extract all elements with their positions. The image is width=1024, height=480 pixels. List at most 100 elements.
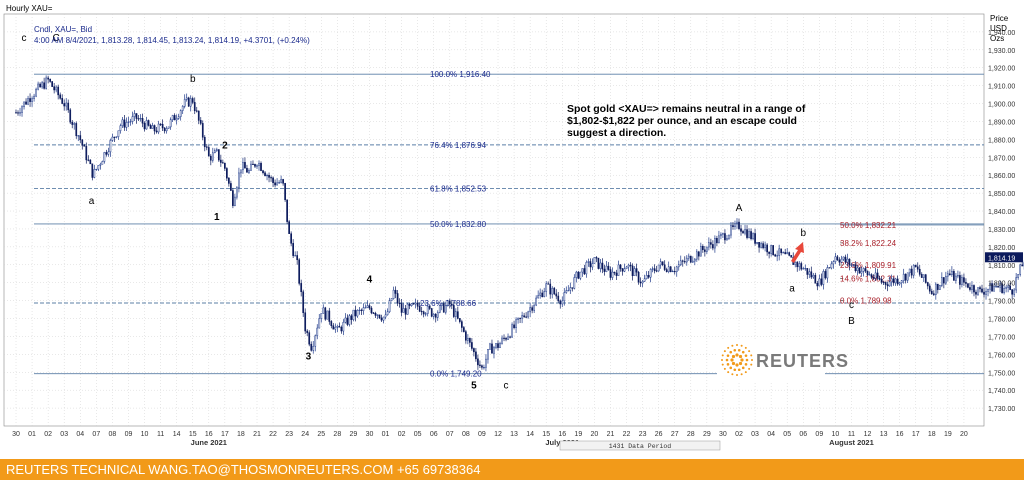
candle-body <box>410 303 413 306</box>
candle-body <box>39 83 41 88</box>
candle-body <box>782 252 785 254</box>
candle-body <box>89 159 92 165</box>
candle-body <box>525 316 527 318</box>
fib-label-small: 38.2% 1,822.24 <box>840 239 897 248</box>
candle-body <box>794 261 797 265</box>
candle-body <box>59 94 62 99</box>
candle-body <box>205 146 208 148</box>
candle-body <box>629 264 632 267</box>
candle-body <box>167 126 170 129</box>
candle-body <box>340 327 343 332</box>
candle-body <box>408 303 411 306</box>
candle-body <box>481 365 483 368</box>
annotation-line-2: $1,802-$1,822 per ounce, and an escape c… <box>567 115 797 127</box>
price-series <box>15 75 1024 372</box>
candle-body <box>643 278 646 282</box>
candle-body <box>495 343 497 348</box>
candle-body <box>898 282 901 285</box>
logo-dot <box>737 368 741 372</box>
candle-body <box>991 283 993 292</box>
candle-body <box>768 251 770 254</box>
candle-body <box>15 112 17 114</box>
candle-body <box>479 364 481 366</box>
candle-body <box>840 258 843 263</box>
candle-body <box>752 233 754 239</box>
candle-body <box>762 243 764 249</box>
logo-dot <box>744 371 747 374</box>
candle-body <box>330 321 333 327</box>
y-axis-title-line: Ozs <box>990 34 1004 43</box>
candle-body <box>776 255 779 257</box>
logo-dot <box>738 361 743 366</box>
candle-body <box>930 290 933 294</box>
logo-dot <box>741 350 745 354</box>
candle-body <box>238 172 240 188</box>
candle-body <box>551 287 554 295</box>
candle-body <box>697 251 700 257</box>
candle-body <box>434 313 437 318</box>
candle-body <box>567 290 570 292</box>
candle-body <box>734 223 736 227</box>
candle-body <box>810 271 813 278</box>
candle-body <box>177 116 180 119</box>
x-tick-label: 06 <box>430 431 438 438</box>
candle-body <box>1021 264 1024 267</box>
candle-body <box>467 337 469 341</box>
candle-body <box>191 98 194 103</box>
candle-body <box>318 318 321 329</box>
candle-body <box>728 234 730 239</box>
candle-body <box>918 268 921 275</box>
candle-body <box>250 163 252 171</box>
candle-body <box>228 177 230 184</box>
candle-body <box>611 271 614 278</box>
candle-body <box>936 283 939 290</box>
reuters-logo-text: REUTERS <box>756 351 850 371</box>
candle-body <box>1013 289 1015 295</box>
candle-body <box>45 77 47 89</box>
candle-body <box>900 280 903 284</box>
wave-label: C <box>53 33 60 44</box>
y-tick-label: 1,780.00 <box>988 317 1015 324</box>
candle-body <box>414 302 417 305</box>
wave-label: B <box>848 316 855 327</box>
y-tick-label: 1,730.00 <box>988 406 1015 413</box>
candle-body <box>442 303 445 313</box>
candle-body <box>461 321 463 328</box>
candle-body <box>922 274 925 278</box>
candle-body <box>153 125 156 132</box>
quote-line: 4:00 AM 8/4/2021, 1,813.28, 1,814.45, 1,… <box>34 36 310 45</box>
candle-body <box>718 235 720 244</box>
candle-body <box>366 305 369 308</box>
candle-body <box>866 270 869 275</box>
candle-body <box>394 289 397 294</box>
candle-body <box>997 286 999 288</box>
candle-body <box>691 260 694 263</box>
candle-body <box>740 228 742 232</box>
x-tick-label: 16 <box>896 431 904 438</box>
candle-body <box>165 128 168 132</box>
candle-body <box>155 130 158 133</box>
candle-body <box>217 149 220 161</box>
candle-body <box>912 264 915 276</box>
candle-body <box>591 263 594 268</box>
candle-body <box>390 298 393 301</box>
logo-dot <box>738 354 743 359</box>
candle-body <box>81 139 84 146</box>
candle-body <box>710 242 712 245</box>
candle-body <box>842 256 845 260</box>
candle-body <box>519 317 521 319</box>
candle-body <box>284 183 286 201</box>
candle-body <box>274 182 276 186</box>
candle-body <box>667 266 670 272</box>
candle-body <box>860 270 863 274</box>
candle-body <box>874 272 877 279</box>
candle-body <box>631 265 634 276</box>
candle-body <box>197 110 200 121</box>
candle-body <box>236 187 238 198</box>
candle-body <box>569 287 572 291</box>
wave-label: c <box>849 300 854 311</box>
logo-dot <box>726 363 730 366</box>
candle-body <box>706 246 708 252</box>
candle-body <box>746 229 748 238</box>
candle-body <box>139 118 142 120</box>
